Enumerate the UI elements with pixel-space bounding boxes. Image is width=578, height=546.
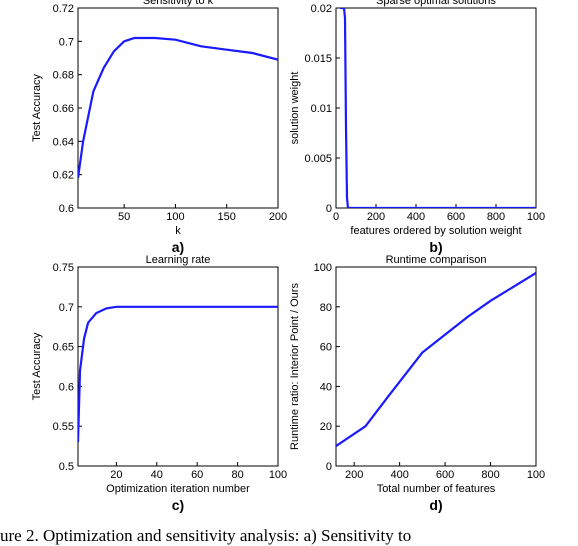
y-tick-label: 0.66 — [53, 103, 74, 115]
x-tick-label: 200 — [269, 211, 287, 223]
x-tick-label: 60 — [191, 469, 203, 481]
y-tick-label: 0.68 — [53, 70, 74, 82]
x-tick-label: 600 — [436, 469, 454, 481]
y-tick-label: 0.7 — [59, 302, 74, 314]
y-tick-label: 40 — [320, 381, 332, 393]
axes-box — [335, 7, 537, 209]
panel-label: a) — [172, 239, 184, 255]
data-line — [336, 272, 536, 448]
panel-label: b) — [429, 239, 442, 255]
panel-label: c) — [172, 497, 184, 513]
axes-box — [335, 266, 537, 467]
y-axis-label: Runtime ratio: Interior Point / Ours — [289, 283, 301, 450]
y-tick-label: 100 — [314, 262, 332, 274]
y-tick-label: 0.64 — [53, 136, 74, 148]
chart-title: Sparse optimal solutions — [376, 0, 496, 7]
x-tick-label: 800 — [481, 469, 499, 481]
x-tick-label: 50 — [118, 211, 130, 223]
x-tick-label: 20 — [110, 469, 122, 481]
y-axis-label: Test Accuracy — [31, 332, 43, 400]
x-tick-label: 40 — [151, 469, 163, 481]
caption: ure 2. Optimization and sensitivity anal… — [0, 526, 411, 545]
x-tick-label: 400 — [407, 211, 425, 223]
x-tick-label: 800 — [487, 211, 505, 223]
axes-box — [77, 266, 279, 467]
y-tick-label: 0.005 — [304, 153, 332, 165]
x-tick-label: 100 — [527, 211, 545, 223]
x-axis-label: features ordered by solution weight — [350, 225, 521, 237]
x-tick-label: 100 — [166, 211, 184, 223]
y-tick-label: 80 — [320, 302, 332, 314]
y-tick-label: 0.75 — [53, 262, 74, 274]
y-tick-label: 0.02 — [311, 3, 332, 15]
data-line — [340, 8, 536, 208]
y-tick-label: 0.55 — [53, 421, 74, 433]
x-axis-label: k — [175, 225, 181, 237]
x-tick-label: 150 — [218, 211, 236, 223]
y-tick-label: 0.01 — [311, 103, 332, 115]
y-tick-label: 0.7 — [59, 36, 74, 48]
y-tick-label: 0 — [326, 203, 332, 215]
y-axis-label: Test Accuracy — [31, 74, 43, 142]
data-line — [78, 305, 278, 443]
axes-box — [77, 7, 279, 209]
x-tick-label: 200 — [367, 211, 385, 223]
x-tick-label: 80 — [231, 469, 243, 481]
chart-title: Runtime comparison — [386, 254, 487, 266]
x-tick-label: 100 — [527, 469, 545, 481]
y-tick-label: 0.5 — [59, 461, 74, 473]
x-tick-label: 600 — [447, 211, 465, 223]
x-axis-label: Total number of features — [377, 483, 496, 495]
y-tick-label: 0.72 — [53, 3, 74, 15]
y-tick-label: 0.65 — [53, 342, 74, 354]
chart-title: Sensitivity to k — [143, 0, 214, 7]
data-line — [78, 36, 278, 179]
y-tick-label: 0.6 — [59, 381, 74, 393]
x-tick-label: 400 — [390, 469, 408, 481]
y-tick-label: 0.015 — [304, 53, 332, 65]
x-axis-label: Optimization iteration number — [106, 483, 250, 495]
y-tick-label: 0.6 — [59, 203, 74, 215]
y-tick-label: 20 — [320, 421, 332, 433]
x-tick-label: 200 — [345, 469, 363, 481]
y-axis-label: solution weight — [289, 72, 301, 145]
panel-label: d) — [429, 497, 442, 513]
y-tick-label: 0.62 — [53, 170, 74, 182]
x-tick-label: 100 — [269, 469, 287, 481]
x-tick-label: 0 — [333, 211, 339, 223]
y-tick-label: 60 — [320, 342, 332, 354]
chart-title: Learning rate — [146, 254, 211, 266]
y-tick-label: 0 — [326, 461, 332, 473]
